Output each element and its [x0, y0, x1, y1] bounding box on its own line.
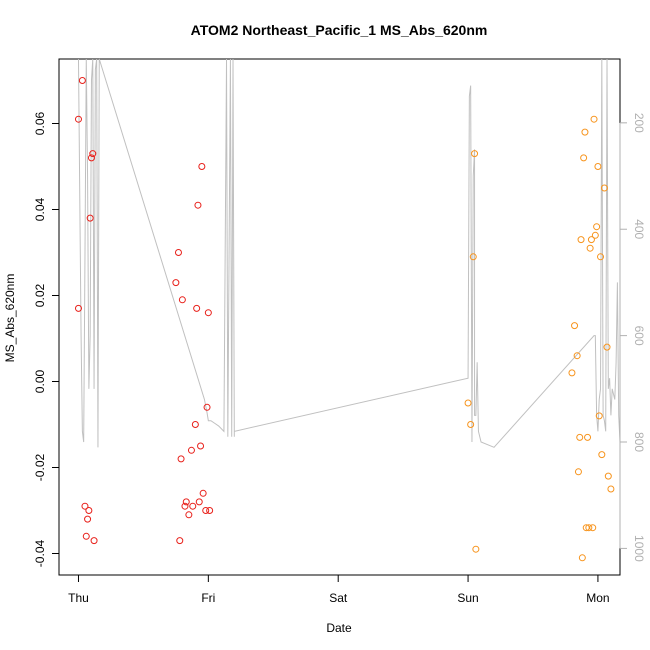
data-point-1	[589, 524, 597, 532]
data-point-0	[194, 201, 202, 209]
x-tick-label: Fri	[201, 591, 215, 605]
data-point-1	[597, 253, 605, 261]
data-point-1	[585, 524, 593, 532]
data-point-0	[191, 421, 199, 428]
x-tick-label: Sat	[329, 591, 348, 605]
data-point-1	[591, 231, 599, 239]
y-axis: -0.04 -0.02 0.00 0.02 0.04 0.06	[33, 111, 60, 568]
y2-tick-label: 200	[632, 113, 646, 133]
line-series	[77, 58, 621, 448]
data-point-0	[204, 309, 212, 317]
y-tick-label: 0.00	[33, 369, 47, 393]
data-point-0	[178, 296, 186, 304]
data-point-0	[84, 515, 92, 523]
y-tick-label: -0.02	[33, 454, 47, 482]
data-point-0	[81, 502, 89, 510]
data-point-1	[603, 343, 611, 351]
data-point-0	[189, 502, 197, 510]
data-point-1	[604, 472, 612, 480]
y2-axis: 200 400 600 800 1000	[619, 113, 646, 562]
y2-tick-label: 600	[632, 326, 646, 346]
y-tick-label: 0.02	[33, 283, 47, 307]
data-point-0	[90, 537, 98, 545]
data-point-0	[87, 154, 95, 162]
x-axis: Thu Fri Sat Sun Mon	[68, 574, 610, 605]
y-tick-label: 0.06	[33, 111, 47, 135]
data-point-0	[187, 446, 195, 454]
points-group	[74, 77, 615, 562]
data-point-1	[578, 554, 586, 562]
data-point-0	[177, 455, 185, 463]
data-point-1	[595, 412, 603, 420]
data-point-0	[176, 537, 184, 545]
data-point-0	[197, 442, 205, 450]
x-tick-label: Mon	[586, 591, 609, 605]
plot-frame	[58, 58, 621, 576]
y-tick-label: -0.04	[33, 540, 47, 568]
y-tick-label: 0.04	[33, 197, 47, 221]
data-point-0	[185, 511, 193, 519]
data-point-0	[174, 249, 182, 256]
data-point-0	[182, 498, 190, 506]
line-series-group	[77, 58, 621, 448]
data-point-0	[172, 279, 180, 287]
data-point-1	[594, 163, 602, 170]
data-point-0	[86, 214, 94, 222]
data-point-0	[78, 77, 86, 84]
data-point-1	[574, 468, 582, 476]
data-point-1	[469, 253, 477, 261]
chart-title: ATOM2 Northeast_Pacific_1 MS_Abs_620nm	[191, 22, 488, 38]
data-point-1	[581, 128, 589, 136]
data-point-1	[593, 223, 601, 231]
data-point-1	[600, 184, 608, 192]
data-point-1	[576, 433, 584, 441]
data-point-0	[203, 403, 211, 411]
data-point-1	[607, 485, 615, 493]
data-point-1	[580, 154, 588, 162]
data-point-0	[199, 489, 207, 497]
data-point-0	[85, 507, 93, 514]
data-point-0	[74, 115, 82, 123]
data-point-1	[584, 433, 592, 441]
data-point-1	[471, 150, 479, 158]
data-point-1	[586, 244, 594, 252]
data-point-1	[472, 545, 480, 553]
data-point-0	[89, 150, 97, 158]
data-point-1	[568, 369, 576, 377]
x-axis-label: Date	[326, 621, 352, 635]
data-point-1	[587, 236, 595, 244]
data-point-0	[74, 304, 82, 312]
data-point-1	[577, 236, 585, 244]
data-point-1	[590, 115, 598, 123]
data-point-1	[571, 322, 579, 330]
data-point-1	[598, 451, 606, 459]
data-point-0	[195, 498, 203, 506]
data-point-0	[193, 304, 201, 312]
data-point-0	[82, 532, 90, 540]
y2-tick-label: 800	[632, 432, 646, 452]
y2-tick-label: 400	[632, 219, 646, 239]
data-point-0	[198, 163, 206, 170]
y2-tick-label: 1000	[632, 535, 646, 562]
data-point-0	[181, 502, 189, 510]
y-axis-label: MS_Abs_620nm	[3, 274, 17, 363]
data-point-0	[206, 507, 214, 514]
data-point-1	[464, 399, 472, 407]
data-point-0	[202, 507, 210, 514]
x-tick-label: Thu	[68, 591, 89, 605]
data-point-1	[467, 421, 475, 428]
x-tick-label: Sun	[457, 591, 478, 605]
data-point-1	[573, 352, 581, 360]
